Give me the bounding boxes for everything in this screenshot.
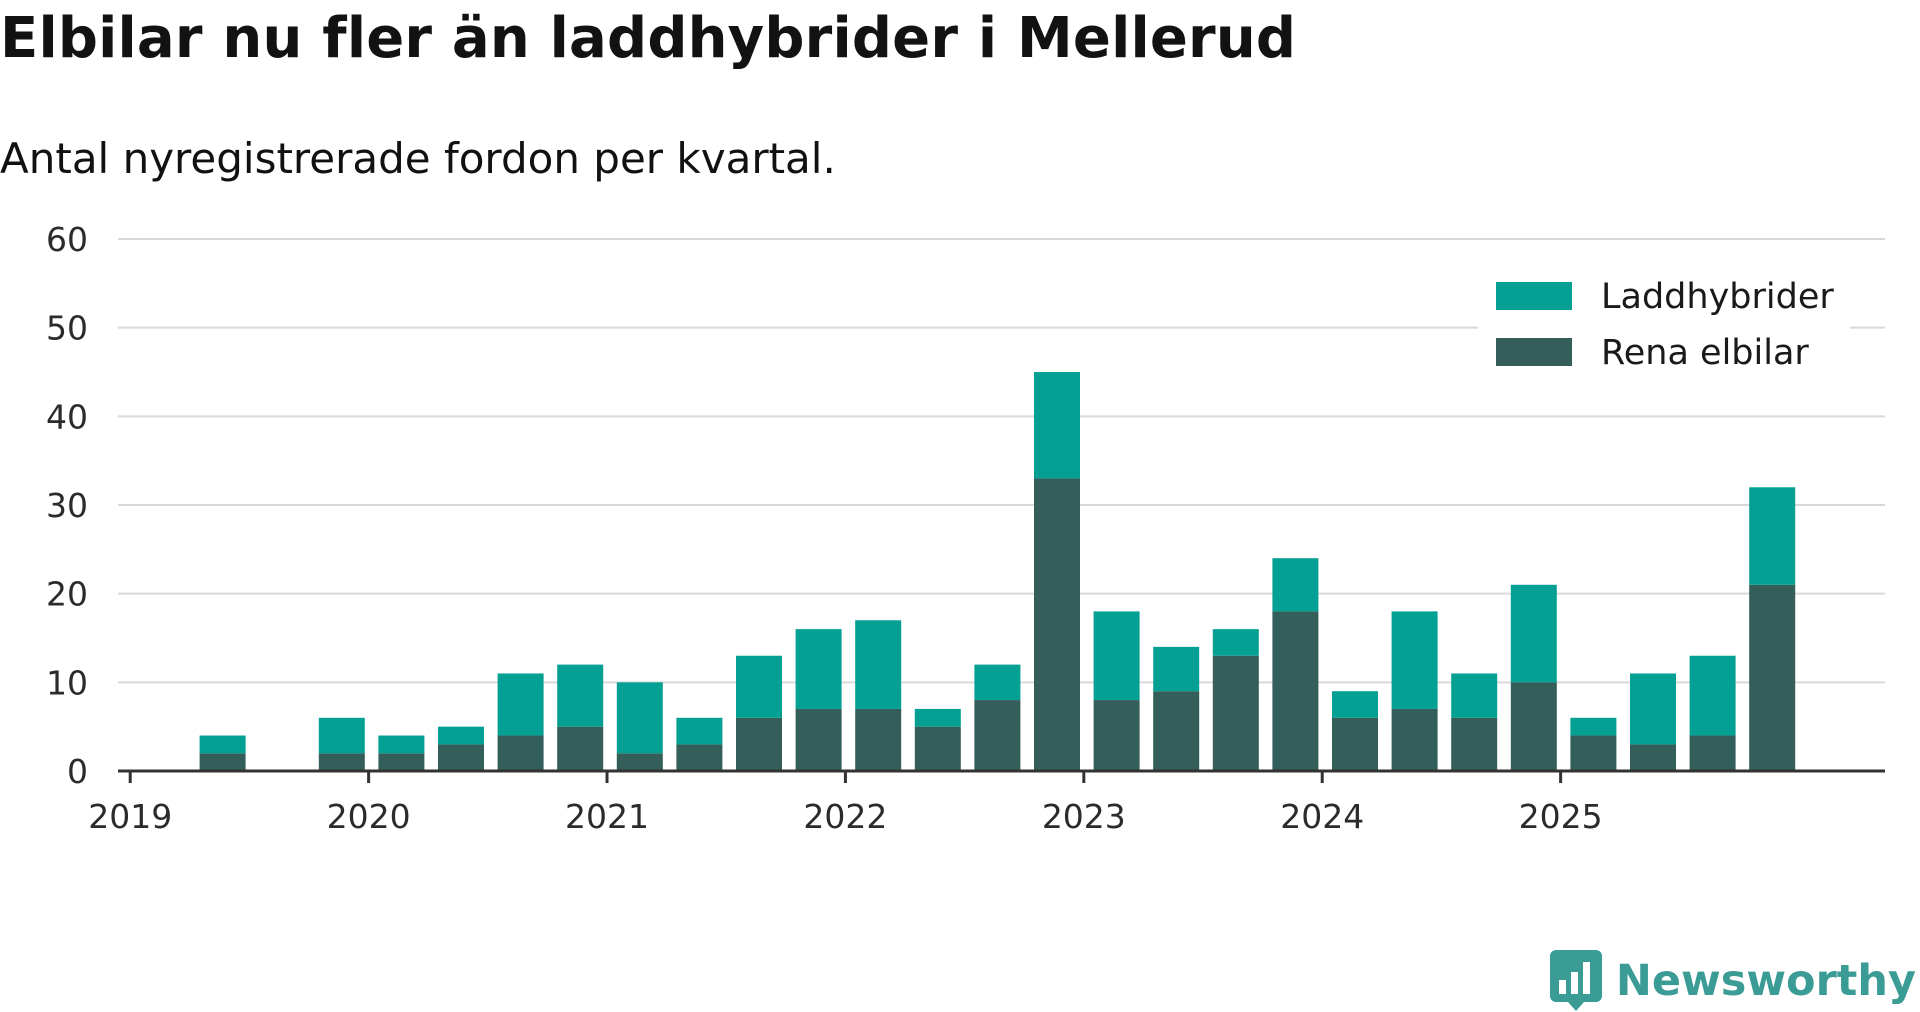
bar-rena-elbilar: [795, 708, 842, 771]
y-tick-label: 20: [46, 575, 88, 614]
bar-laddhybrider: [557, 664, 604, 727]
bar-laddhybrider: [1272, 558, 1319, 612]
bar-rena-elbilar: [1391, 708, 1438, 771]
y-tick-label: 0: [67, 752, 88, 791]
bar-rena-elbilar: [1212, 655, 1259, 771]
bar-laddhybrider: [1630, 673, 1676, 745]
bar-rena-elbilar: [1630, 744, 1676, 771]
x-tick-label: 2021: [565, 797, 649, 836]
bar-laddhybrider: [855, 620, 902, 709]
bar-laddhybrider: [736, 655, 782, 718]
bar-laddhybrider: [199, 735, 246, 754]
bar-rena-elbilar: [1272, 611, 1319, 771]
y-tick-label: 60: [46, 220, 88, 259]
bar-laddhybrider: [1451, 673, 1498, 718]
bar-laddhybrider: [974, 664, 1021, 701]
bar-laddhybrider: [616, 682, 663, 754]
bar-rena-elbilar: [855, 708, 902, 771]
bar-rena-elbilar: [1749, 584, 1796, 771]
x-tick-label: 2019: [88, 797, 172, 836]
bar-rena-elbilar: [974, 700, 1021, 771]
bar-laddhybrider: [1391, 611, 1438, 709]
brand-logo: Newsworthy: [1549, 950, 1916, 1012]
bar-rena-elbilar: [1451, 717, 1498, 771]
bar-laddhybrider: [1570, 717, 1617, 736]
legend-label: Rena elbilar: [1601, 333, 1809, 373]
newsworthy-logo-icon: [1549, 950, 1602, 1011]
bar-rena-elbilar: [1689, 735, 1736, 771]
bar-laddhybrider: [497, 673, 544, 736]
bar-rena-elbilar: [1570, 735, 1617, 771]
x-axis: 2019 2020 2021 2022 2023 2024 2025: [88, 769, 1885, 836]
bar-laddhybrider: [318, 717, 365, 754]
bar-rena-elbilar: [378, 753, 425, 771]
bar-rena-elbilar: [1093, 700, 1140, 771]
y-tick-label: 50: [46, 309, 88, 348]
legend-swatch: [1496, 338, 1572, 366]
bar-laddhybrider: [438, 726, 484, 745]
bar-rena-elbilar: [1034, 478, 1080, 771]
bar-laddhybrider: [1689, 655, 1736, 736]
bar-rena-elbilar: [1153, 691, 1200, 771]
legend-label: Laddhybrider: [1601, 277, 1834, 317]
bar-laddhybrider: [378, 735, 425, 754]
bar-laddhybrider: [1034, 372, 1080, 479]
bar-laddhybrider: [914, 708, 961, 727]
bar-laddhybrider: [1212, 629, 1259, 656]
bar-rena-elbilar: [914, 726, 961, 771]
legend-swatch: [1496, 282, 1572, 310]
legend: Laddhybrider Rena elbilar: [1478, 268, 1850, 376]
chart-subtitle: Antal nyregistrerade fordon per kvartal.: [0, 134, 836, 183]
bar-rena-elbilar: [497, 735, 544, 771]
bar-rena-elbilar: [1510, 682, 1557, 771]
bar-laddhybrider: [1749, 487, 1796, 585]
bar-laddhybrider: [1153, 646, 1200, 692]
bar-rena-elbilar: [1332, 717, 1378, 771]
x-tick-label: 2023: [1042, 797, 1126, 836]
bars: [199, 372, 1796, 771]
bar-rena-elbilar: [318, 753, 365, 771]
bar-laddhybrider: [1093, 611, 1140, 701]
x-tick-label: 2024: [1280, 797, 1364, 836]
y-tick-label: 10: [46, 663, 88, 702]
y-tick-label: 30: [46, 486, 88, 525]
bar-laddhybrider: [676, 717, 723, 745]
y-tick-label: 40: [46, 397, 88, 436]
bar-laddhybrider: [1332, 691, 1378, 718]
chart-title: Elbilar nu fler än laddhybrider i Meller…: [0, 6, 1297, 71]
x-tick-label: 2025: [1519, 797, 1603, 836]
y-axis-ticks: 0 10 20 30 40 50 60: [46, 220, 88, 791]
bar-laddhybrider: [795, 629, 842, 709]
bar-rena-elbilar: [736, 717, 782, 771]
x-tick-label: 2022: [803, 797, 887, 836]
x-tick-label: 2020: [327, 797, 411, 836]
bar-rena-elbilar: [616, 753, 663, 771]
bar-rena-elbilar: [676, 744, 723, 771]
bar-rena-elbilar: [199, 753, 246, 771]
brand-name: Newsworthy: [1615, 956, 1916, 1006]
bar-laddhybrider: [1510, 584, 1557, 683]
bar-rena-elbilar: [438, 744, 484, 771]
bar-rena-elbilar: [557, 726, 604, 771]
